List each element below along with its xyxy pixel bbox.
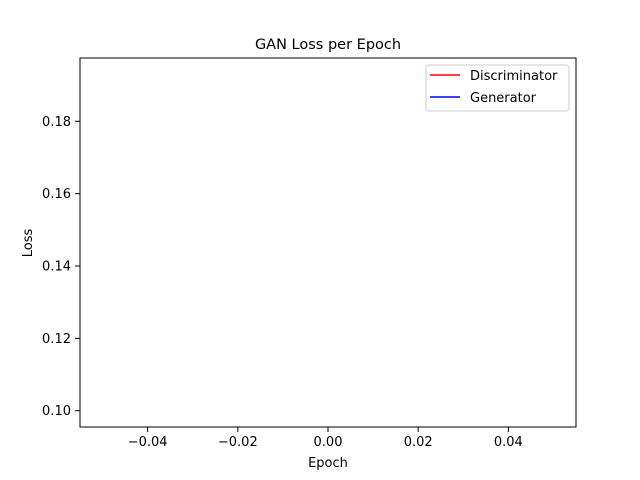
- chart-title: GAN Loss per Epoch: [255, 37, 401, 53]
- legend-label-discriminator: Discriminator: [470, 69, 558, 84]
- y-tick-label: 0.12: [42, 332, 71, 347]
- plot-frame: [79, 57, 577, 428]
- y-tick-label: 0.16: [42, 187, 71, 202]
- x-tick-label: −0.02: [218, 435, 258, 450]
- y-tick-label: 0.10: [42, 404, 71, 419]
- y-axis-label: Loss: [21, 229, 36, 258]
- x-axis-label: Epoch: [308, 456, 348, 471]
- legend-label-generator: Generator: [470, 91, 537, 106]
- x-tick-label: −0.04: [128, 435, 168, 450]
- y-axis: 0.10 0.12 0.14 0.16 0.18: [42, 115, 80, 419]
- y-tick-label: 0.14: [42, 260, 71, 275]
- x-tick-label: 0.04: [494, 435, 523, 450]
- plot-area: [80, 58, 576, 427]
- x-tick-label: 0.00: [314, 435, 343, 450]
- x-axis: −0.04 −0.02 0.00 0.02 0.04: [128, 427, 523, 450]
- legend: Discriminator Generator: [425, 64, 570, 112]
- x-tick-label: 0.02: [404, 435, 433, 450]
- y-tick-label: 0.18: [42, 115, 71, 130]
- legend-frame: [425, 64, 570, 112]
